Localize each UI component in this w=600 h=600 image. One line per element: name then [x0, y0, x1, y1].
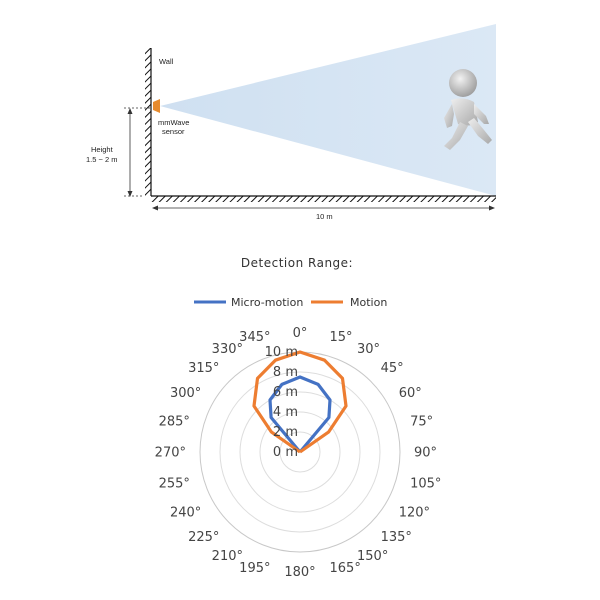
angle-label: 150° — [357, 549, 388, 564]
radial-label: 10 m — [265, 345, 298, 360]
angle-label: 135° — [381, 530, 412, 545]
installation-diagram: Wall mmWave sensor Height 1.5 ~ 2 m 10 m — [86, 24, 496, 221]
angle-label: 60° — [399, 386, 422, 401]
angle-label: 180° — [284, 565, 315, 580]
angle-label: 75° — [410, 415, 433, 430]
chart-title: Detection Range: — [241, 256, 353, 270]
angle-label: 165° — [330, 561, 361, 576]
wall-hatch — [145, 48, 151, 196]
sensor-label-line2: sensor — [162, 127, 185, 136]
angle-label: 330° — [212, 342, 243, 357]
legend-label-motion: Motion — [350, 296, 387, 309]
distance-dimension — [152, 205, 495, 211]
legend-label-micro-motion: Micro-motion — [231, 296, 303, 309]
angle-label: 225° — [188, 530, 219, 545]
series-line-motion — [252, 350, 348, 454]
radial-label: 0 m — [273, 445, 298, 460]
angle-label: 195° — [239, 561, 270, 576]
angle-label: 90° — [414, 446, 437, 461]
angle-label: 30° — [357, 342, 380, 357]
angle-label: 345° — [239, 330, 270, 345]
angle-label: 210° — [212, 549, 243, 564]
angle-label: 285° — [159, 415, 190, 430]
distance-label: 10 m — [316, 212, 333, 221]
radial-label: 4 m — [273, 405, 298, 420]
chart-legend: Micro-motion Motion — [194, 296, 387, 309]
radial-label: 2 m — [273, 425, 298, 440]
sensor-label-line1: mmWave — [158, 118, 189, 127]
angle-label: 120° — [399, 505, 430, 520]
radial-label: 6 m — [273, 385, 298, 400]
angle-label: 45° — [381, 361, 404, 376]
floor-hatch — [151, 196, 496, 202]
angle-label: 105° — [410, 476, 441, 491]
polar-ring — [259, 411, 341, 493]
angle-label: 0° — [293, 326, 308, 341]
walking-person-icon — [444, 69, 492, 150]
polar-ring — [279, 431, 321, 473]
height-dimension — [124, 107, 150, 197]
sensor-beam — [160, 24, 496, 196]
angle-label: 270° — [155, 446, 186, 461]
series-line-micro-motion — [268, 375, 332, 454]
angle-label: 240° — [170, 505, 201, 520]
height-label-line2: 1.5 ~ 2 m — [86, 155, 117, 164]
polar-ring — [239, 391, 361, 513]
polar-series — [252, 350, 348, 454]
radial-label: 8 m — [273, 365, 298, 380]
angle-label: 300° — [170, 386, 201, 401]
angle-label: 315° — [188, 361, 219, 376]
polar-labels: 0° 15° 30°45° 60° 75° 90° 105° 120° 135° 150°165°… — [155, 326, 442, 580]
mmwave-sensor-icon — [153, 99, 160, 113]
wall-label: Wall — [159, 57, 174, 66]
angle-label: 255° — [159, 476, 190, 491]
height-label-line1: Height — [91, 145, 114, 154]
angle-label: 15° — [330, 330, 353, 345]
polar-ring — [219, 371, 381, 533]
